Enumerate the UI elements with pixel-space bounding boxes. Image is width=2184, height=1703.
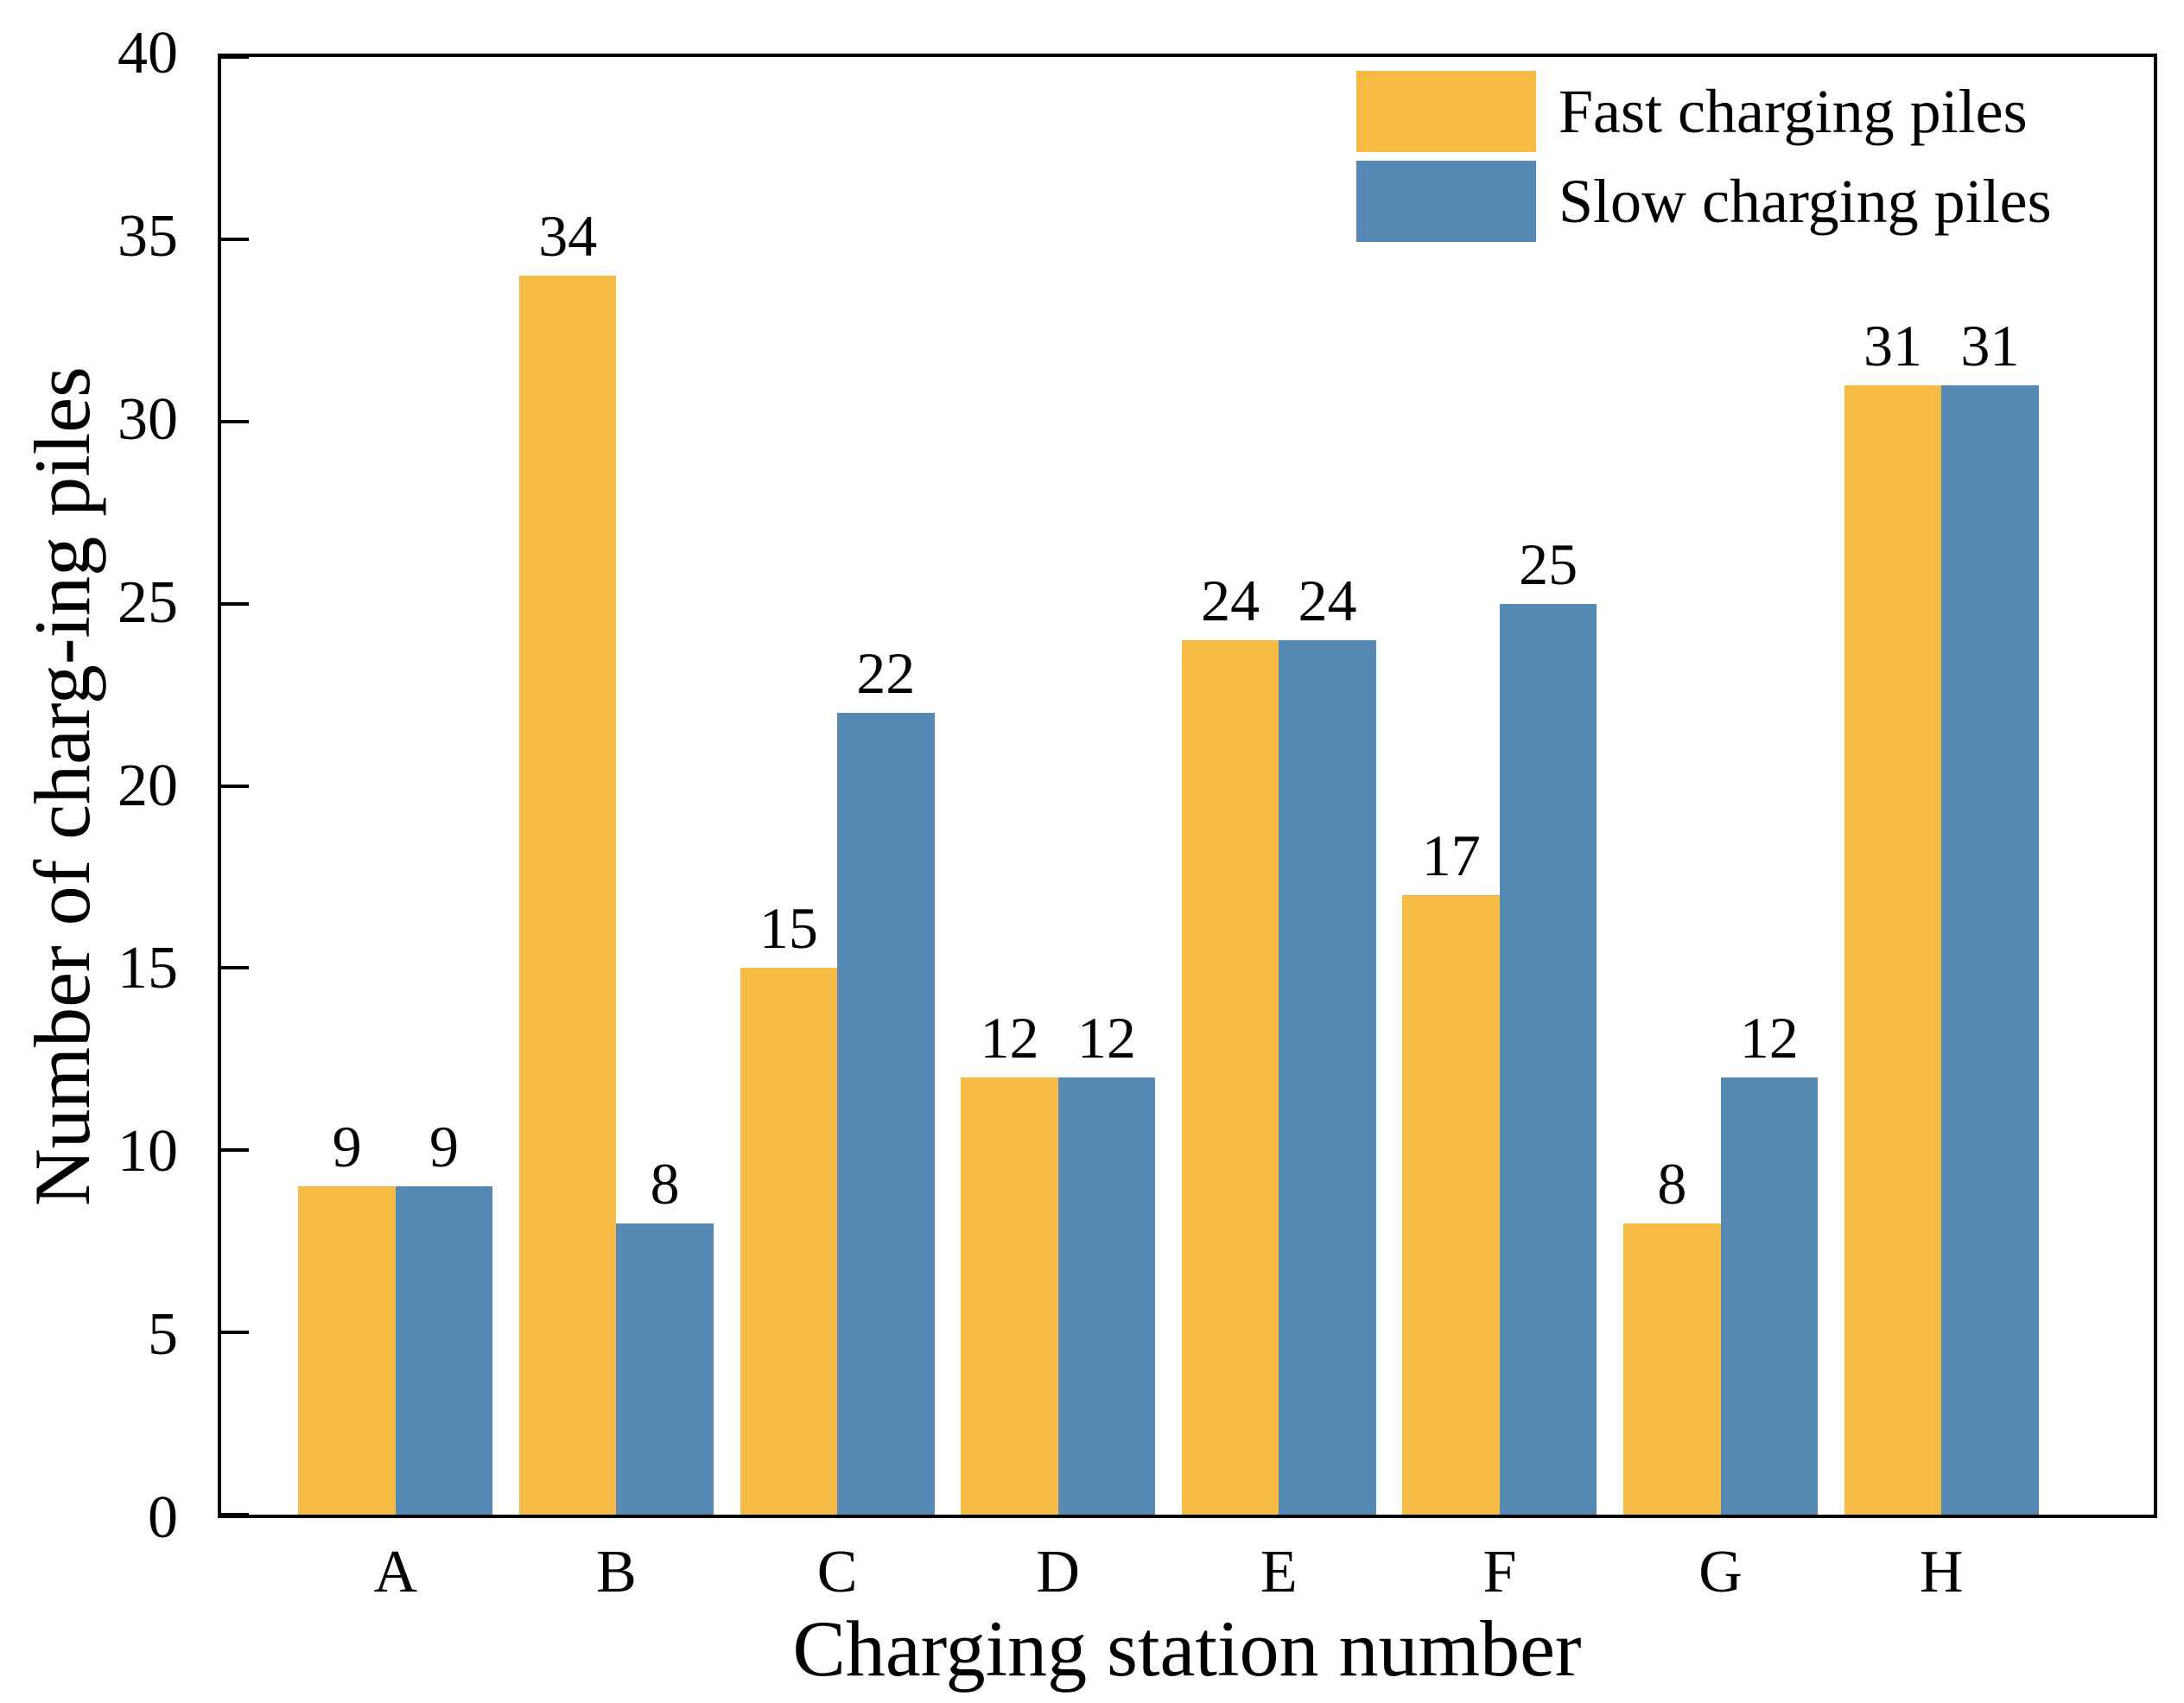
bar-group-H: 31 31 H (1831, 57, 2052, 1603)
legend-swatch-fast (1356, 71, 1536, 152)
x-tick-label-G: G (1698, 1539, 1743, 1605)
y-tick-label-25: 25 (117, 569, 178, 636)
bar-group-D: 12 12 D (948, 57, 1169, 1603)
bar-value-slow-D: 12 (1076, 1004, 1136, 1071)
y-tick-label-0: 0 (148, 1484, 178, 1551)
bar-value-slow-H: 31 (1960, 312, 2020, 378)
bar-value-fast-F: 17 (1421, 823, 1481, 889)
bar-slow-H: 31 (1941, 316, 2039, 1515)
y-tick-label-30: 30 (117, 385, 178, 453)
bar-group-C: 15 22 C (727, 57, 948, 1603)
bar-fast-A: 9 (298, 1117, 396, 1515)
legend-item-fast: Fast charging piles (1356, 71, 2052, 152)
bar-value-fast-H: 31 (1863, 312, 1922, 378)
bar-fast-D: 12 (961, 1008, 1058, 1515)
x-axis-title: Charging station number (792, 1605, 1582, 1693)
bar-slow-D: 12 (1057, 1008, 1156, 1515)
bar-slow-E: 24 (1279, 571, 1376, 1515)
legend: Fast charging piles Slow charging piles (1356, 71, 2052, 242)
bar-fast-H: 31 (1844, 316, 1942, 1515)
bar-group-G: 8 12 G (1610, 57, 1832, 1603)
bar-slow-A: 9 (395, 1117, 493, 1515)
x-tick-label-C: C (816, 1539, 858, 1605)
bar-slow-C: 22 (837, 644, 935, 1515)
bar-slow-F: 25 (1499, 535, 1597, 1515)
bar-groups: 9 9 A 34 8 B 15 22 C 12 12 D 24 24 E 17 25 F 8 12 G 31 31 H (221, 57, 2154, 1603)
x-tick-label-D: D (1036, 1539, 1080, 1605)
x-tick-label-A: A (373, 1539, 418, 1605)
legend-item-slow: Slow charging piles (1356, 161, 2052, 242)
y-tick-label-35: 35 (117, 202, 178, 270)
bar-value-fast-D: 12 (980, 1004, 1039, 1071)
legend-label-slow: Slow charging piles (1559, 167, 2052, 236)
bar-fast-F: 17 (1402, 826, 1500, 1515)
bar-group-F: 17 25 F (1389, 57, 1610, 1603)
y-axis-labels: 0 5 10 15 20 25 30 35 40 (0, 23, 178, 1548)
y-tick-label-5: 5 (148, 1301, 178, 1369)
x-tick-label-E: E (1260, 1539, 1298, 1605)
bar-group-E: 24 24 E (1169, 57, 1390, 1603)
bar-value-fast-B: 34 (538, 203, 598, 270)
y-tick-label-15: 15 (117, 935, 178, 1002)
plot-area: 9 9 A 34 8 B 15 22 C 12 12 D 24 24 E 17 25 F 8 12 G 31 31 H Fas… (218, 54, 2157, 1603)
bar-value-slow-F: 25 (1519, 531, 1578, 597)
x-tick-label-F: F (1482, 1539, 1517, 1605)
bar-value-fast-E: 24 (1201, 567, 1260, 633)
y-tick-label-10: 10 (117, 1118, 178, 1185)
bar-fast-E: 24 (1181, 571, 1279, 1515)
x-tick-label-H: H (1919, 1539, 1964, 1605)
legend-label-fast: Fast charging piles (1559, 77, 2028, 146)
bar-value-fast-A: 9 (332, 1114, 362, 1180)
bar-fast-B: 34 (518, 207, 617, 1515)
bar-value-slow-B: 8 (650, 1150, 680, 1217)
bar-slow-B: 8 (616, 1154, 714, 1515)
legend-swatch-slow (1356, 161, 1536, 242)
bar-group-A: 9 9 A (285, 57, 506, 1603)
bar-value-slow-C: 22 (856, 640, 916, 707)
bar-value-fast-C: 15 (759, 895, 818, 962)
x-tick-label-B: B (596, 1539, 637, 1605)
bar-group-B: 34 8 B (506, 57, 727, 1603)
bar-value-slow-E: 24 (1298, 567, 1357, 633)
bar-fast-G: 8 (1623, 1154, 1721, 1515)
bar-value-slow-G: 12 (1739, 1004, 1799, 1071)
bar-value-slow-A: 9 (429, 1114, 460, 1180)
bar-value-fast-G: 8 (1657, 1150, 1687, 1217)
bar-slow-G: 12 (1720, 1008, 1819, 1515)
y-tick-label-20: 20 (117, 752, 178, 819)
y-tick-label-40: 40 (117, 20, 178, 86)
bar-fast-C: 15 (740, 899, 838, 1515)
